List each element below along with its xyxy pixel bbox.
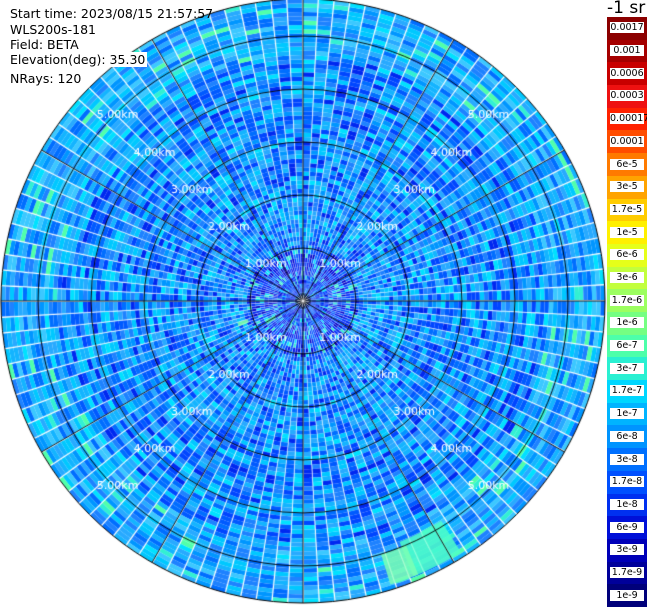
colorbar-tick-label: 0.0017	[610, 22, 644, 34]
colorbar-tick-label: 3e-5	[610, 181, 644, 193]
colorbar-tick-label: 0.0003	[610, 90, 644, 102]
colorbar-tick-label: 6e-6	[610, 249, 644, 261]
colorbar-tick-label: 1e-6	[610, 317, 644, 329]
colorbar-tick-label: 3e-9	[610, 544, 644, 556]
colorbar-tick-label: 6e-8	[610, 430, 644, 442]
colorbar-tick-label: 6e-5	[610, 158, 644, 170]
colorbar-tick-label: 6e-9	[610, 521, 644, 533]
start-time-label: Start time: 2023/08/15 21:57:57	[10, 6, 214, 21]
colorbar-tick-label: 1e-8	[610, 498, 644, 510]
elevation-label: Elevation(deg): 35.30	[8, 52, 148, 67]
field-label: Field: BETA	[10, 37, 79, 52]
colorbar-tick-label: 1.7e-9	[610, 566, 644, 578]
colorbar-tick-label: 0.0001	[610, 135, 644, 147]
colorbar-tick-label: 3e-6	[610, 271, 644, 283]
colorbar-tick-label: 0.001	[610, 45, 644, 57]
colorbar-tick-label: 1.7e-5	[610, 203, 644, 215]
colorbar-tick-label: 1.7e-7	[610, 385, 644, 397]
colorbar-tick-label: 6e-7	[610, 340, 644, 352]
colorbar-tick-label: 1e-5	[610, 226, 644, 238]
colorbar-tick-label: 3e-8	[610, 453, 644, 465]
colorbar-tick-label: 1.7e-6	[610, 294, 644, 306]
colorbar-tick-label: 0.00017	[610, 113, 647, 125]
colorbar: 0.0017 0.001 0.0006 0.0003 0.00017 0.0001 6e-5…	[607, 17, 647, 607]
colorbar-unit-title: -1 sr	[607, 0, 646, 18]
colorbar-tick-label: 1e-9	[610, 589, 644, 601]
colorbar-tick-label: 0.0006	[610, 67, 644, 79]
nrays-label: NRays: 120	[8, 71, 84, 86]
colorbar-tick-label: 1.7e-8	[610, 476, 644, 488]
colorbar-tick-label: 1e-7	[610, 408, 644, 420]
colorbar-tick-label: 3e-7	[610, 362, 644, 374]
instrument-label: WLS200s-181	[10, 22, 96, 37]
